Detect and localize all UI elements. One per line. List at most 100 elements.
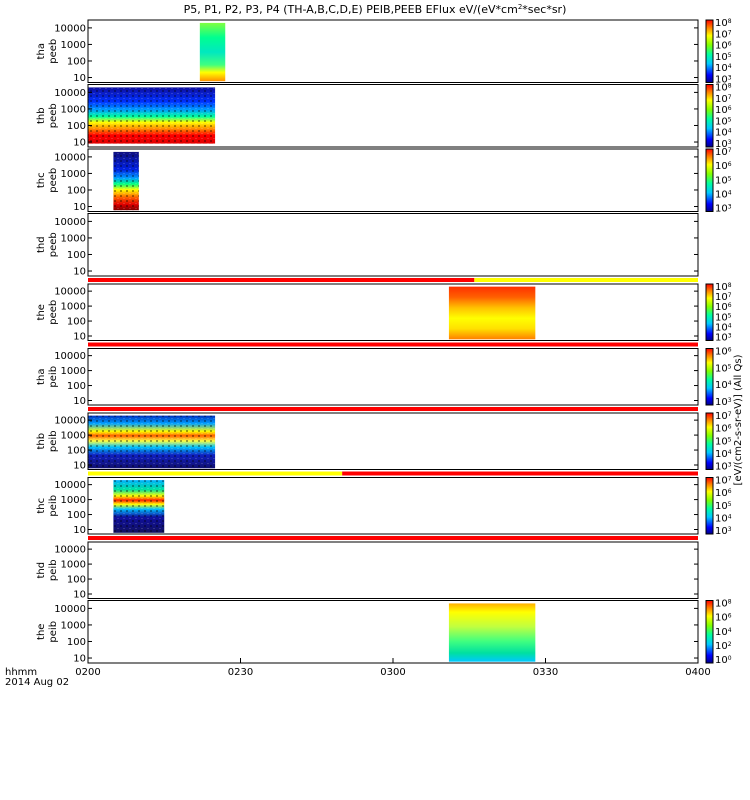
- y-tick-label: 1000: [61, 104, 86, 115]
- colorbar: [705, 600, 714, 664]
- colorbar-tick-label: 104: [715, 322, 732, 333]
- panel-frame: [87, 348, 699, 406]
- panel-probe-label: thd: [36, 562, 47, 579]
- panel-instrument-label: peeb: [48, 168, 59, 193]
- panel-frame: [87, 600, 699, 664]
- y-tick-label: 100: [67, 121, 86, 132]
- y-tick-label: 10: [73, 396, 86, 407]
- colorbar-tick-label: 103: [715, 139, 732, 150]
- panel-probe-label: thc: [36, 498, 47, 514]
- colorbar-tick-label: 105: [715, 312, 732, 323]
- panel-instrument-label: peib: [48, 366, 59, 388]
- panel-probe-label: tha: [36, 369, 47, 385]
- y-tick-label: 10: [73, 525, 86, 536]
- status-bar-segment: [88, 278, 475, 282]
- colorbar-tick-label: 106: [715, 302, 732, 313]
- y-tick-label: 10: [73, 460, 86, 471]
- panel-instrument-label: peeb: [48, 39, 59, 64]
- x-axis-label-date: 2014 Aug 02: [5, 677, 69, 688]
- x-axis-label-time: hhmm: [5, 667, 37, 678]
- colorbar-tick-label: 105: [715, 501, 732, 512]
- spectrum-noise: [88, 415, 216, 469]
- y-tick-label: 10: [73, 331, 86, 342]
- y-tick-label: 10000: [54, 545, 86, 556]
- colorbar-tick-label: 105: [715, 175, 732, 186]
- colorbar-tick-label: 103: [715, 204, 732, 215]
- colorbar-tick-label: 100: [715, 655, 732, 666]
- panel-probe-label: thb: [36, 107, 47, 124]
- status-bar-segment: [88, 342, 698, 347]
- panel-probe-label: the: [36, 304, 47, 320]
- status-bar-segment: [88, 471, 343, 476]
- colorbar-tick-label: 106: [715, 613, 732, 624]
- panel-probe-label: thc: [36, 172, 47, 188]
- colorbar-tick-label: 107: [715, 29, 732, 40]
- x-tick-label: 0300: [380, 667, 405, 678]
- colorbar-tick-label: 108: [715, 18, 732, 29]
- y-tick-label: 10: [73, 654, 86, 665]
- colorbar-tick-label: 103: [715, 462, 732, 473]
- x-tick-label: 0230: [228, 667, 253, 678]
- panel-probe-label: thb: [36, 433, 47, 450]
- panel-frame: [87, 283, 699, 341]
- panel-frame: [87, 412, 699, 470]
- spectrum-noise: [113, 151, 139, 211]
- spectrum-noise: [88, 87, 216, 144]
- y-tick-label: 1000: [61, 431, 86, 442]
- y-tick-label: 100: [67, 575, 86, 586]
- x-tick-label: 0200: [75, 667, 100, 678]
- spectrogram-panel-the-peib: 10000 1000 100 10 the peib 108 106 104 102 100: [36, 599, 732, 667]
- spectrum-block: [199, 22, 226, 82]
- x-tick-label: 0330: [533, 667, 558, 678]
- y-tick-label: 100: [67, 317, 86, 328]
- colorbar-tick-label: 107: [715, 292, 732, 303]
- panel-frame: [87, 213, 699, 277]
- colorbar-tick-label: 103: [715, 526, 732, 537]
- colorbar: [705, 19, 714, 83]
- colorbar: [705, 412, 714, 470]
- spectrum-block: [448, 286, 536, 340]
- colorbar-tick-label: 104: [715, 627, 732, 638]
- colorbar-tick-label: 106: [715, 161, 732, 172]
- colorbar-tick-label: 103: [715, 333, 732, 344]
- colorbar-tick-label: 107: [715, 147, 732, 158]
- colorbar-tick-label: 104: [715, 449, 732, 460]
- colorbar-label: [eV/(cm2-s-sr-eV)] (All Qs): [733, 354, 744, 485]
- status-bar-segment: [474, 278, 698, 282]
- panel-frame: [87, 19, 699, 83]
- colorbar-tick-label: 103: [715, 397, 732, 408]
- y-tick-label: 100: [67, 381, 86, 392]
- colorbar-tick-label: 106: [715, 347, 732, 358]
- panel-frame: [87, 541, 699, 599]
- x-tick-label: 0400: [685, 667, 710, 678]
- colorbar-tick-label: 106: [715, 105, 732, 116]
- colorbar-tick-label: 104: [715, 380, 732, 391]
- y-tick-label: 100: [67, 510, 86, 521]
- colorbar: [705, 477, 714, 535]
- y-tick-label: 10: [73, 589, 86, 600]
- panel-probe-label: thd: [36, 236, 47, 253]
- colorbar-tick-label: 107: [715, 411, 732, 422]
- colorbar-tick-label: 104: [715, 513, 732, 524]
- colorbar-tick-label: 105: [715, 52, 732, 63]
- colorbar: [705, 148, 714, 212]
- colorbar-tick-label: 108: [715, 282, 732, 293]
- y-tick-label: 1000: [61, 40, 86, 51]
- panel-probe-label: the: [36, 624, 47, 640]
- y-tick-label: 1000: [61, 620, 86, 631]
- chart-title: P5, P1, P2, P3, P4 (TH-A,B,C,D,E) PEIB,P…: [184, 3, 567, 16]
- y-tick-label: 10000: [54, 23, 86, 34]
- spectrogram-panel-thd-peib: 10000 1000 100 10 thd peib: [36, 536, 699, 600]
- y-tick-label: 1000: [61, 495, 86, 506]
- y-tick-label: 10000: [54, 287, 86, 298]
- panel-frame: [87, 84, 699, 148]
- colorbar-tick-label: 106: [715, 41, 732, 52]
- colorbar-tick-label: 107: [715, 94, 732, 105]
- y-tick-label: 1000: [61, 302, 86, 313]
- colorbar-tick-label: 107: [715, 476, 732, 487]
- status-bar-segment: [88, 407, 698, 411]
